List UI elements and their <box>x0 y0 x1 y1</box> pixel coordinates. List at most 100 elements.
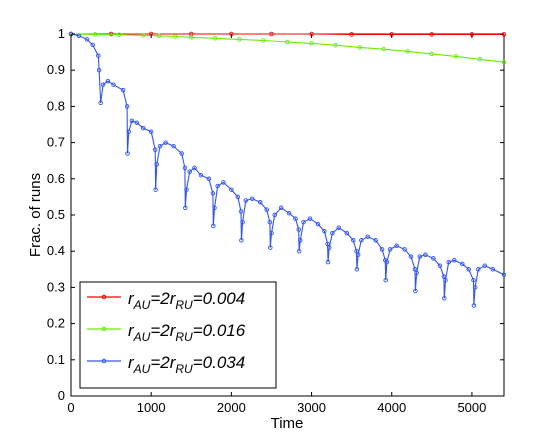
data-point <box>211 223 216 229</box>
data-point <box>163 140 168 145</box>
data-point <box>98 100 103 106</box>
data-point <box>140 125 146 131</box>
legend-label-1-sub2: RU <box>175 298 193 312</box>
data-point <box>267 219 273 225</box>
data-point <box>296 248 302 254</box>
data-point <box>100 82 106 87</box>
legend-swatch-marker-1 <box>101 294 107 300</box>
data-point <box>235 194 241 200</box>
data-point <box>344 230 350 236</box>
data-point <box>354 267 360 272</box>
series-3 <box>68 31 507 308</box>
data-point <box>192 165 197 171</box>
legend-swatch-marker-3 <box>101 358 107 364</box>
legend-label-2-sub1: AU <box>133 330 151 344</box>
data-point <box>257 200 263 205</box>
data-point <box>179 151 184 156</box>
data-point <box>477 57 483 62</box>
data-point <box>379 247 385 252</box>
legend-label-1-mid: =2r <box>150 289 176 308</box>
data-point <box>466 267 471 272</box>
data-point <box>357 45 362 50</box>
data-point <box>460 261 465 267</box>
legend-box <box>79 281 277 389</box>
data-point <box>249 196 255 201</box>
data-point <box>183 205 188 211</box>
legend-label-1-r: r <box>128 289 135 308</box>
data-point <box>381 46 386 52</box>
data-point <box>105 78 111 84</box>
data-point <box>239 238 244 243</box>
data-point <box>442 296 447 301</box>
legend-entry-2: rAU=2rRU=0.016 <box>87 321 246 344</box>
data-point <box>471 277 476 283</box>
data-point <box>285 39 290 45</box>
x-tick-label: 4000 <box>377 400 406 415</box>
legend-swatch-marker-2 <box>101 326 107 332</box>
legend-label-1-tail: =0.004 <box>193 289 245 308</box>
legend-label-3-sub2: RU <box>175 362 193 376</box>
data-point <box>315 221 321 227</box>
data-point <box>309 41 314 46</box>
data-point <box>417 254 423 259</box>
data-point <box>322 229 327 234</box>
data-point <box>213 36 218 41</box>
data-point <box>269 230 274 236</box>
data-point <box>96 67 102 73</box>
data-point <box>429 51 435 57</box>
data-point <box>269 31 274 37</box>
legend-label-3-r: r <box>128 353 135 372</box>
legend-label-3-mid: =2r <box>150 353 176 372</box>
data-point <box>413 288 418 294</box>
data-point <box>443 277 448 283</box>
data-point <box>126 129 131 134</box>
data-point <box>152 147 158 153</box>
y-tick-label: 0 <box>58 388 65 403</box>
data-point <box>148 129 154 134</box>
data-point <box>387 247 393 252</box>
data-point <box>472 285 478 290</box>
legend-label-2-sub2: RU <box>175 330 193 344</box>
data-point <box>307 216 313 221</box>
data-point <box>412 267 418 272</box>
x-axis-label: Time <box>271 415 304 432</box>
data-point <box>172 34 178 39</box>
data-point <box>92 32 98 37</box>
y-axis-label: Frac. of runs <box>27 173 44 257</box>
data-point <box>182 165 188 171</box>
data-point <box>212 205 217 211</box>
series-line <box>70 33 505 63</box>
data-point <box>355 252 361 258</box>
legend-entry-3: rAU=2rRU=0.034 <box>87 353 245 376</box>
legend: rAU=2rRU=0.004 rAU=2rRU=0.016 rAU=2rRU=0… <box>79 281 277 389</box>
data-point <box>120 87 126 93</box>
data-point <box>187 169 192 174</box>
data-point <box>111 82 116 87</box>
data-point <box>153 187 158 192</box>
data-point <box>278 205 284 211</box>
data-point <box>268 245 273 250</box>
legend-label-2-mid: =2r <box>150 321 176 340</box>
data-point <box>452 258 457 263</box>
data-point <box>171 143 176 149</box>
data-point <box>441 274 447 279</box>
data-point <box>414 270 419 276</box>
y-tick-label: 0.2 <box>47 316 65 331</box>
data-point <box>286 210 292 216</box>
data-point <box>134 120 140 125</box>
data-point <box>156 33 162 39</box>
legend-label-2-tail: =0.016 <box>193 321 246 340</box>
data-point <box>296 227 301 232</box>
tick-layer: 0 1000 2000 3000 4000 5000 0 0.1 0.2 0.3 0.4 0.5 0.6… <box>47 26 504 415</box>
data-point <box>293 216 298 221</box>
data-point <box>238 209 244 214</box>
data-point <box>423 252 428 258</box>
data-point <box>365 234 370 239</box>
data-point <box>229 187 234 192</box>
data-point <box>476 267 481 272</box>
legend-label-1: rAU=2rRU=0.004 <box>128 289 245 312</box>
data-point <box>383 277 388 283</box>
data-point <box>325 259 331 265</box>
data-point <box>351 238 356 243</box>
